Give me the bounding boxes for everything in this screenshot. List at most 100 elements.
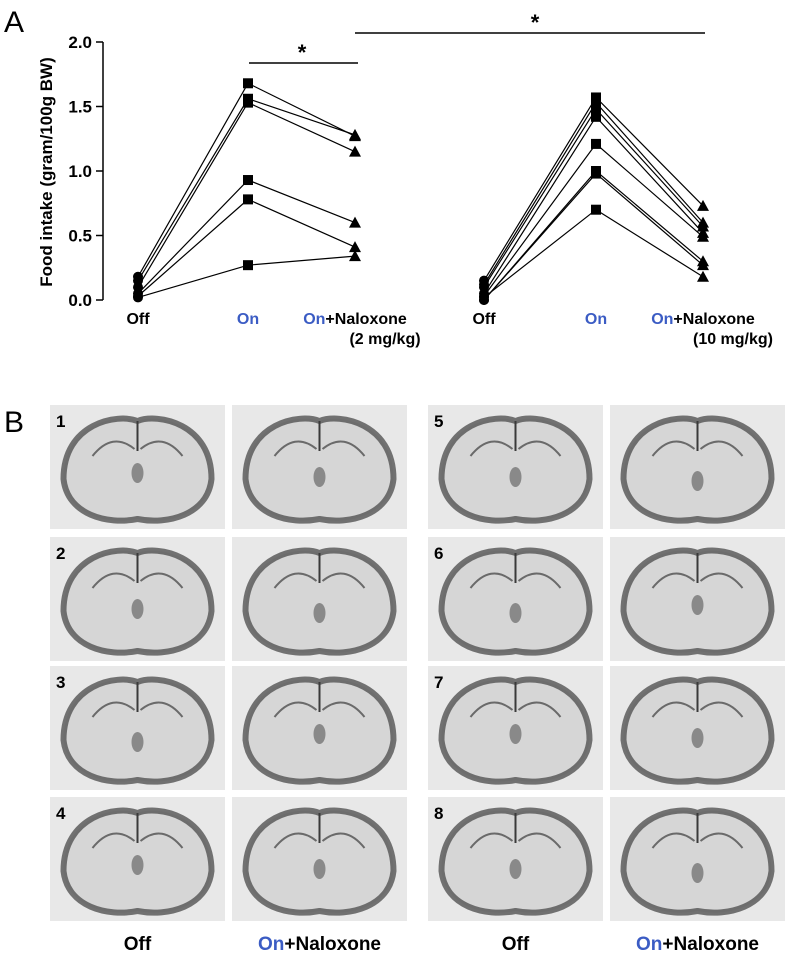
- hippocampus: [651, 572, 744, 589]
- point: [591, 168, 601, 179]
- point: [349, 145, 361, 157]
- midline-nucleus: [509, 467, 522, 487]
- cortex: [60, 676, 215, 785]
- x-tick-label: (2 mg/kg): [349, 331, 420, 348]
- section-number: 4: [56, 804, 66, 823]
- section-number: 7: [434, 673, 443, 692]
- midline-nucleus: [691, 728, 704, 748]
- y-tick-label: 1.5: [68, 98, 92, 117]
- hippocampus: [469, 440, 562, 457]
- section-number: 3: [56, 673, 65, 692]
- panel-label: A: [4, 6, 24, 39]
- subject-line: [483, 172, 704, 301]
- point: [591, 92, 601, 103]
- brain-section-image: [610, 666, 785, 790]
- brain-section-image: [232, 537, 407, 661]
- point: [349, 128, 361, 140]
- significance-star: *: [531, 10, 540, 35]
- midline-nucleus: [691, 595, 704, 615]
- point: [349, 216, 361, 228]
- brain-section-image: [232, 666, 407, 790]
- point: [243, 78, 253, 89]
- midline-nucleus: [509, 859, 522, 879]
- section-number: 2: [56, 544, 65, 563]
- hippocampus: [651, 832, 744, 849]
- point: [697, 259, 709, 271]
- cortex: [242, 547, 397, 656]
- x-tick-label: On+Naloxone: [303, 311, 407, 328]
- x-tick-label: Off: [472, 311, 496, 328]
- subject-line: [137, 198, 356, 297]
- brain-section-image: [428, 405, 603, 529]
- brain-section-image: [50, 797, 225, 921]
- midline-nucleus: [313, 467, 326, 487]
- subject-line: [483, 208, 704, 298]
- hippocampus: [273, 832, 366, 849]
- x-tick-label: On+Naloxone: [651, 311, 755, 328]
- hippocampus: [469, 572, 562, 589]
- x-tick-label: Off: [126, 311, 150, 328]
- point: [133, 292, 143, 303]
- section-number: 1: [56, 412, 65, 431]
- brain-section-image: [428, 666, 603, 790]
- midline-nucleus: [131, 599, 144, 619]
- hippocampus: [91, 701, 184, 718]
- point: [243, 194, 253, 205]
- brain-section-image: [50, 537, 225, 661]
- point: [591, 97, 601, 108]
- brain-section-image: [428, 537, 603, 661]
- cortex: [620, 807, 775, 916]
- panel-label: B: [4, 406, 24, 439]
- point: [591, 104, 601, 115]
- point: [349, 241, 361, 253]
- midline-nucleus: [691, 471, 704, 491]
- x-tick-label: On: [237, 311, 259, 328]
- y-tick-label: 0.5: [68, 227, 92, 246]
- point: [591, 138, 601, 149]
- x-tick-label: On: [585, 311, 607, 328]
- hippocampus: [651, 440, 744, 457]
- point: [349, 250, 361, 262]
- midline-nucleus: [131, 855, 144, 875]
- column-label: On+Naloxone: [636, 934, 759, 955]
- point: [697, 230, 709, 242]
- subject-line: [137, 98, 356, 281]
- point: [697, 270, 709, 282]
- brain-section-image: [610, 405, 785, 529]
- point: [243, 260, 253, 271]
- point: [243, 175, 253, 186]
- brain-section-image: [610, 797, 785, 921]
- hippocampus: [91, 440, 184, 457]
- point: [591, 204, 601, 215]
- section-number: 5: [434, 412, 443, 431]
- subject-line: [483, 96, 704, 281]
- y-tick-label: 0.0: [68, 291, 92, 310]
- cortex: [620, 415, 775, 524]
- hippocampus: [469, 832, 562, 849]
- hippocampus: [273, 440, 366, 457]
- column-label: On+Naloxone: [258, 934, 381, 955]
- y-tick-label: 2.0: [68, 33, 92, 52]
- hippocampus: [469, 701, 562, 718]
- hippocampus: [91, 832, 184, 849]
- significance-star: *: [298, 40, 307, 65]
- cortex: [438, 547, 593, 656]
- brain-section-image: [50, 666, 225, 790]
- y-axis-label: Food intake (gram/100g BW): [37, 57, 56, 287]
- midline-nucleus: [313, 603, 326, 623]
- point: [697, 220, 709, 232]
- point: [479, 292, 489, 303]
- point: [697, 199, 709, 211]
- point: [243, 97, 253, 108]
- brain-section-image: [232, 797, 407, 921]
- hippocampus: [91, 572, 184, 589]
- midline-nucleus: [509, 603, 522, 623]
- brain-section-image: [232, 405, 407, 529]
- brain-section-image: [610, 537, 785, 661]
- point: [591, 111, 601, 122]
- hippocampus: [273, 701, 366, 718]
- midline-nucleus: [131, 732, 144, 752]
- brain-section-image: [50, 405, 225, 529]
- hippocampus: [651, 701, 744, 718]
